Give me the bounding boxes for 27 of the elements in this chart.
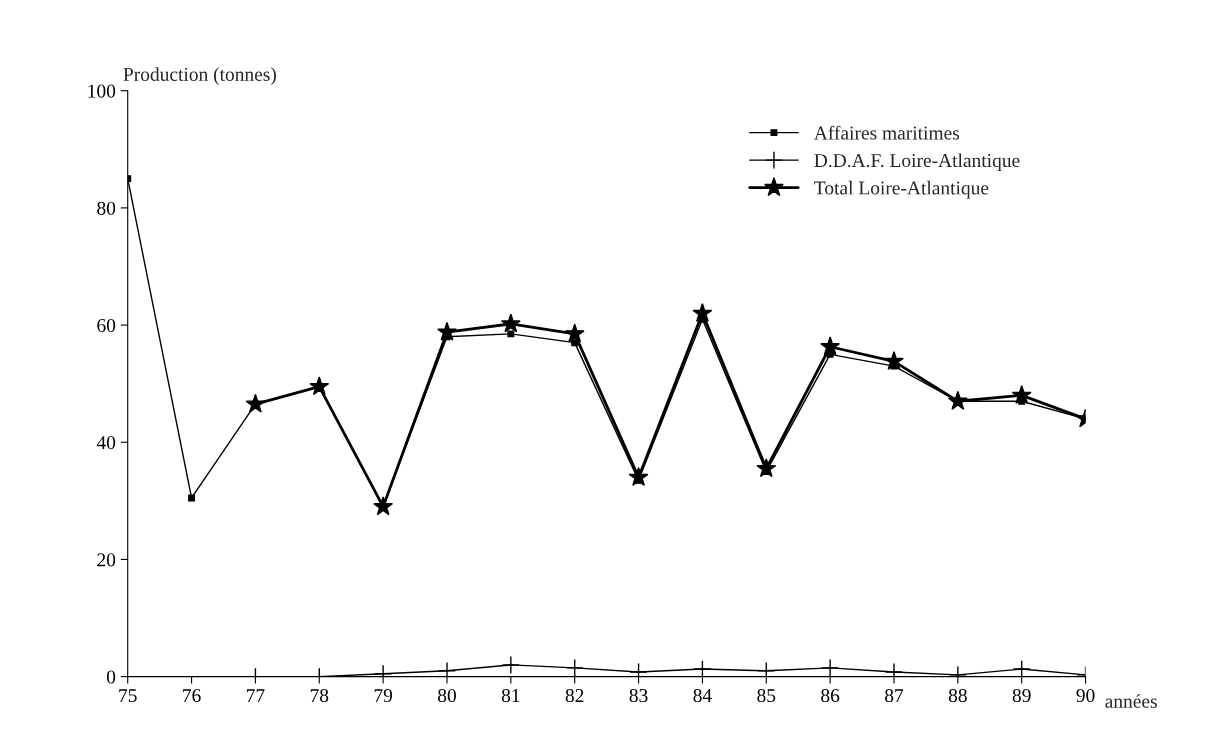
y-tick-label: 60: [97, 318, 116, 333]
y-axis-title: Production (tonnes): [123, 67, 276, 85]
x-tick-label: 82: [565, 688, 584, 703]
x-tick-label: 75: [119, 689, 137, 703]
legend-label: D.D.A.F. Loire-Atlantique: [814, 153, 1020, 172]
x-tick-label: 81: [501, 688, 520, 703]
x-tick-label: 90: [1076, 688, 1095, 703]
y-tick-label: 0: [106, 670, 116, 684]
x-tick-label: 79: [374, 689, 393, 703]
x-tick-label: 77: [246, 689, 265, 702]
y-tick-label: 80: [97, 201, 116, 215]
x-tick-label: 76: [183, 689, 201, 703]
x-tick-label: 89: [1012, 688, 1031, 703]
x-tick-label: 78: [310, 688, 329, 703]
legend-label: Affaires maritimes: [814, 125, 960, 140]
x-axis-title: années: [1105, 694, 1157, 708]
x-tick-label: 83: [629, 688, 648, 703]
y-tick-label: 100: [88, 84, 116, 98]
x-tick-label: 85: [757, 688, 776, 703]
x-tick-label: 80: [438, 688, 456, 703]
x-tick-label: 87: [885, 688, 904, 703]
x-tick-label: 84: [693, 688, 712, 703]
legend-label: Total Loire-Atlantique: [814, 180, 989, 199]
y-tick-label: 20: [97, 553, 116, 567]
y-tick-label: 40: [96, 436, 116, 450]
x-tick-label: 88: [948, 688, 967, 703]
x-tick-label: 86: [821, 688, 840, 703]
